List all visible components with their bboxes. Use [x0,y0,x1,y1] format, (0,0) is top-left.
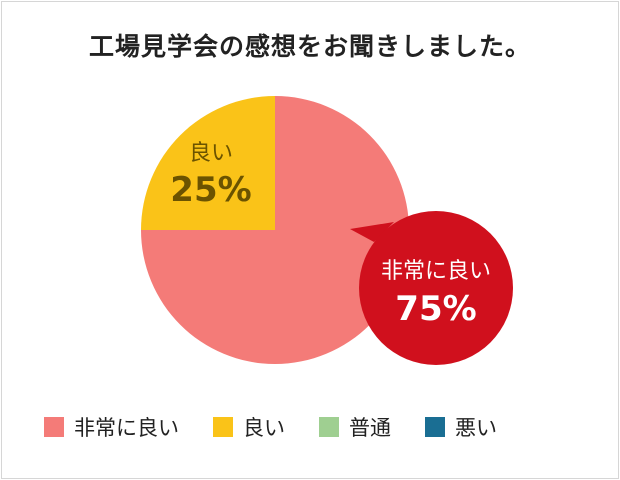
slice-label-value-2: 25% [170,170,251,210]
legend-swatch [44,417,64,437]
slice-label-name-1: 非常に良い [381,259,491,284]
slice-labels: 非常に良い 75% 良い 25% [170,141,491,329]
legend-swatch [319,417,339,437]
callout-bubble [350,211,513,365]
pie-slices [141,96,409,364]
chart-title: 工場見学会の感想をお聞きしました。 [88,32,531,61]
legend-item-4: 悪い [425,412,497,442]
legend-label: 良い [243,416,285,440]
legend: 非常に良い 良い 普通 悪い [44,412,497,442]
slice-label-name-2: 良い [189,141,233,166]
callout-circle [359,211,513,365]
legend-swatch [213,417,233,437]
legend-item-2: 良い [213,412,285,442]
slice-label-value-1: 75% [395,289,476,329]
legend-item-1: 非常に良い [44,412,179,442]
legend-label: 悪い [455,416,497,440]
legend-item-3: 普通 [319,412,391,442]
callout-tail [350,222,394,242]
legend-swatch [425,417,445,437]
pie-slice-2 [141,96,275,230]
legend-label: 普通 [349,416,391,440]
legend-label: 非常に良い [74,416,179,440]
